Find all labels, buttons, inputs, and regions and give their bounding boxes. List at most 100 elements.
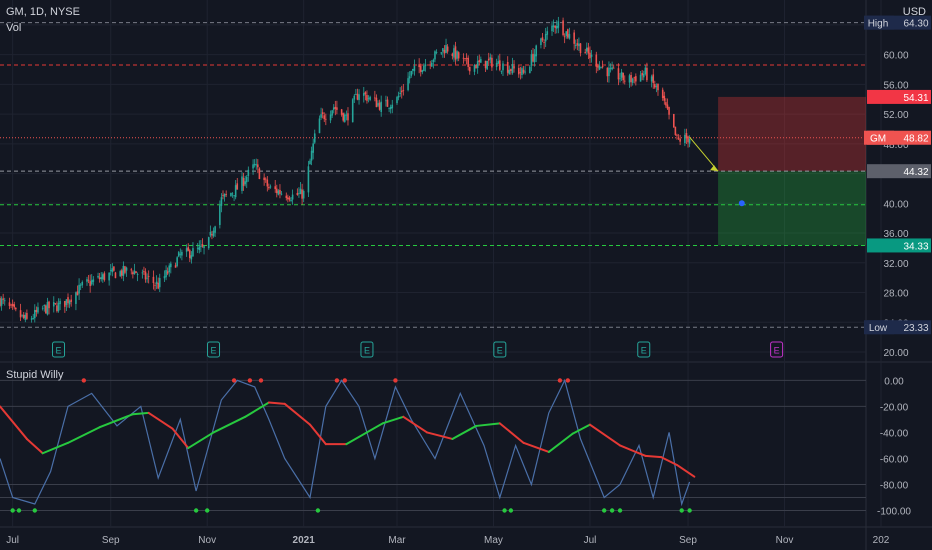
candle-body [491,57,493,68]
signal-line-segment [25,437,44,455]
candle-body [529,66,531,74]
candle-body [519,72,522,74]
stop-label-value: 54.31 [903,93,928,104]
candle-body [600,67,602,68]
candle-body [11,303,14,307]
candle-body [597,65,599,68]
candle-body [176,257,178,266]
candle-body [601,66,604,68]
candle-body [244,181,246,185]
candle-body [109,270,112,271]
candle-body [506,62,509,73]
candle-body [234,185,237,198]
candle-body [630,74,632,83]
candle-body [32,318,35,319]
earnings-marker[interactable] [360,341,374,358]
candle-body [230,192,232,197]
candle-body [475,64,477,69]
signal-line-segment [619,444,647,457]
candle-body [144,271,147,280]
indicator-title[interactable]: Stupid Willy [6,369,64,381]
overbought-dot [81,378,87,383]
time-axis[interactable]: Jul Sep Nov 2021 Mar May Jul Sep Nov 202 [6,535,890,546]
earnings-marker[interactable] [637,341,651,358]
candle-body [177,252,180,257]
price-tick-label: 20.00 [883,348,908,359]
candle-body [655,85,658,87]
candle-body [442,48,444,52]
low-label-label: Low [869,323,888,334]
earnings-marker[interactable] [770,341,784,358]
target-label-box [867,238,931,253]
candle-body [497,61,500,64]
candle-body [644,67,647,75]
overbought-dot [258,378,264,383]
candle-body [524,71,526,73]
time-tick-label: Nov [776,535,794,546]
candle-body [113,266,115,271]
candle-body [419,65,422,72]
oscillator-line [0,378,691,507]
candle-body [291,194,294,200]
candle-body [375,97,378,108]
candle-body [43,305,46,307]
candle-body [179,253,182,255]
candle-body [620,71,623,78]
earnings-marker[interactable] [207,341,221,358]
candle-body [546,31,549,35]
oversold-dot [502,508,507,513]
candle-body [586,47,588,52]
candle-body [672,114,675,128]
candle-body [465,58,468,59]
candle-body [595,54,598,67]
time-tick-label: Sep [102,535,120,546]
candle-body [56,305,58,312]
candle-body [623,80,626,82]
earnings-marker[interactable] [52,341,66,358]
candle-body [320,114,322,118]
signal-line-segment [498,422,525,444]
price-tick-label: 40.00 [883,199,908,210]
candle-body [340,109,343,115]
candle-body [242,177,245,186]
candle-body [532,53,534,62]
oversold-dot [16,508,22,513]
candle-body [296,192,299,196]
candle-body [100,277,103,280]
candle-body [52,302,55,307]
candle-body [236,183,239,190]
signal-line-segment [98,413,134,429]
candle-body [362,93,365,96]
symbol-title[interactable]: GM, 1D, NYSE [6,6,80,18]
candle-body [344,114,346,122]
candle-body [584,52,587,54]
candle-body [268,186,270,189]
candle-body [253,163,256,166]
time-tick-label: 2021 [293,535,316,546]
candle-body [312,143,314,153]
candle-body [124,266,126,273]
oversold-dot [609,508,615,513]
candle-body [287,197,289,200]
signal-line-segment [147,411,174,430]
candle-body [642,73,645,78]
earnings-marker[interactable] [493,341,507,358]
signal-line-segment [171,427,190,450]
signal-line-segment [0,405,28,440]
price-axis[interactable]: 20.0024.0028.0032.0036.0040.0044.0048.00… [864,15,931,518]
candle-body [318,118,321,134]
candle-body [187,247,190,251]
oversold-dot [617,508,623,513]
candle-body [495,63,498,68]
candle-body [462,57,465,59]
candle-body [369,96,371,100]
candle-body [97,275,99,278]
current-price-label-tag [864,130,894,145]
candle-body [141,272,144,274]
signal-line-segment [451,424,478,440]
candle-body [579,43,582,54]
time-tick-label: May [484,535,503,546]
candle-body [165,270,167,278]
